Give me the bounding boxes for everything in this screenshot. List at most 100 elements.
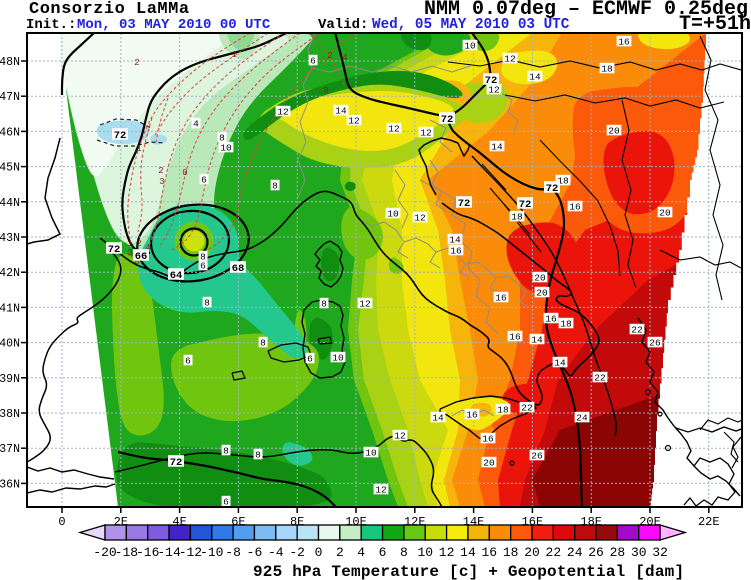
svg-text:18: 18	[557, 175, 569, 186]
svg-text:66: 66	[135, 251, 148, 263]
svg-text:2: 2	[336, 545, 344, 560]
svg-text:22: 22	[546, 545, 562, 560]
svg-text:3: 3	[127, 248, 132, 258]
svg-text:4: 4	[357, 545, 365, 560]
svg-text:22: 22	[631, 324, 643, 335]
svg-text:18: 18	[497, 404, 509, 415]
svg-text:24: 24	[567, 545, 583, 560]
svg-text:-2: -2	[289, 545, 305, 560]
svg-text:20: 20	[608, 125, 620, 136]
svg-text:46N: 46N	[0, 126, 20, 139]
svg-text:14: 14	[554, 357, 566, 368]
svg-text:1: 1	[127, 239, 132, 249]
svg-text:16: 16	[509, 331, 521, 342]
svg-text:18: 18	[503, 545, 519, 560]
svg-text:10: 10	[417, 545, 433, 560]
svg-text:0: 0	[315, 545, 323, 560]
svg-text:-10: -10	[200, 545, 223, 560]
svg-text:10: 10	[332, 352, 344, 363]
svg-text:10: 10	[464, 40, 476, 51]
svg-text:16: 16	[545, 313, 557, 324]
svg-text:22: 22	[594, 372, 606, 383]
svg-text:-20: -20	[93, 545, 116, 560]
svg-text:12: 12	[375, 484, 387, 495]
svg-text:12: 12	[348, 115, 360, 126]
svg-text:22: 22	[521, 402, 533, 413]
svg-text:16: 16	[569, 201, 581, 212]
svg-text:8: 8	[400, 545, 408, 560]
svg-text:14: 14	[335, 105, 347, 116]
svg-text:72: 72	[485, 75, 498, 87]
svg-text:6: 6	[185, 355, 191, 366]
svg-text:20: 20	[483, 457, 495, 468]
svg-text:Consorzio LaMMa: Consorzio LaMMa	[29, 0, 190, 19]
svg-text:18: 18	[560, 318, 572, 329]
svg-text:43N: 43N	[0, 232, 20, 245]
svg-text:12: 12	[277, 106, 289, 117]
svg-text:8: 8	[200, 251, 206, 262]
svg-text:72: 72	[170, 457, 183, 469]
svg-text:12: 12	[359, 298, 371, 309]
svg-text:0: 0	[58, 515, 65, 529]
svg-text:72: 72	[108, 244, 121, 256]
svg-text:0: 0	[134, 257, 139, 267]
svg-text:10: 10	[220, 142, 232, 153]
svg-text:-4: -4	[268, 545, 284, 560]
svg-text:-16: -16	[136, 545, 159, 560]
svg-text:2: 2	[136, 239, 141, 249]
svg-text:8: 8	[204, 297, 210, 308]
svg-text:6: 6	[307, 353, 313, 364]
svg-text:16: 16	[466, 409, 478, 420]
svg-text:64: 64	[170, 270, 183, 282]
svg-text:42N: 42N	[0, 267, 20, 280]
svg-text:16: 16	[482, 433, 494, 444]
svg-text:Mon, 03 MAY 2010 00 UTC: Mon, 03 MAY 2010 00 UTC	[77, 17, 271, 33]
svg-text:16: 16	[618, 36, 630, 47]
svg-text:3: 3	[323, 86, 328, 96]
svg-text:12: 12	[394, 430, 406, 441]
svg-text:6: 6	[201, 174, 207, 185]
svg-text:14: 14	[529, 71, 541, 82]
svg-text:925 hPa Temperature [c] + Geop: 925 hPa Temperature [c] + Geopotential […	[253, 563, 684, 580]
svg-text:16: 16	[495, 292, 507, 303]
svg-text:20: 20	[524, 545, 540, 560]
svg-text:47N: 47N	[0, 91, 20, 104]
svg-text:14: 14	[460, 545, 476, 560]
svg-text:38N: 38N	[0, 408, 20, 421]
svg-text:45N: 45N	[0, 162, 20, 175]
svg-text:1: 1	[136, 144, 141, 154]
svg-text:-12: -12	[179, 545, 202, 560]
svg-text:-6: -6	[247, 545, 263, 560]
svg-text:8: 8	[272, 180, 278, 191]
svg-text:72: 72	[519, 199, 532, 211]
svg-text:Wed, 05 MAY 2010 03 UTC: Wed, 05 MAY 2010 03 UTC	[372, 17, 570, 33]
svg-text:20: 20	[534, 272, 546, 283]
svg-text:2: 2	[327, 51, 332, 61]
svg-text:48N: 48N	[0, 56, 20, 69]
svg-text:10: 10	[365, 447, 377, 458]
svg-text:14: 14	[432, 412, 444, 423]
svg-text:18: 18	[511, 211, 523, 222]
svg-text:37N: 37N	[0, 443, 20, 456]
svg-text:28: 28	[610, 545, 626, 560]
svg-text:8: 8	[219, 132, 225, 143]
svg-text:6: 6	[200, 260, 206, 271]
svg-text:18: 18	[601, 63, 613, 74]
svg-text:12: 12	[388, 123, 400, 134]
svg-text:6: 6	[223, 496, 229, 507]
svg-text:36N: 36N	[0, 478, 20, 491]
svg-text:26: 26	[649, 337, 661, 348]
svg-text:12: 12	[488, 84, 500, 95]
svg-text:4: 4	[193, 118, 199, 129]
svg-text:12: 12	[504, 53, 516, 64]
svg-text:Init.:: Init.:	[26, 17, 76, 33]
svg-text:26: 26	[531, 450, 543, 461]
svg-text:10: 10	[387, 208, 399, 219]
svg-text:30: 30	[631, 545, 647, 560]
svg-text:68: 68	[232, 263, 245, 275]
svg-text:39N: 39N	[0, 373, 20, 386]
svg-text:14: 14	[531, 334, 543, 345]
svg-text:8: 8	[223, 445, 229, 456]
svg-text:4: 4	[342, 53, 347, 63]
svg-text:6: 6	[379, 545, 387, 560]
